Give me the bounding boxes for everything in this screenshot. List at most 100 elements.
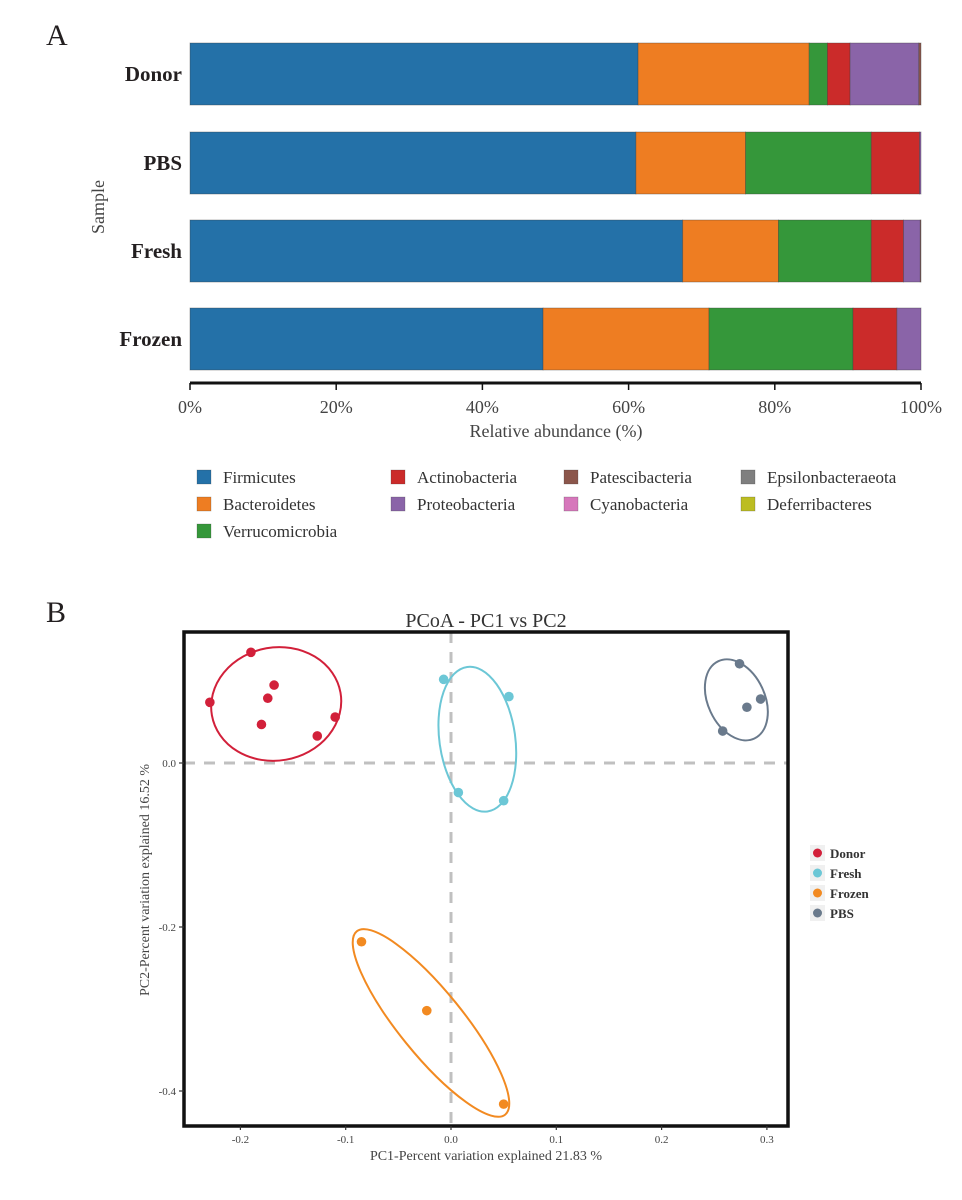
legend-swatch: [390, 469, 406, 485]
bar-segment-donor-patescibacteria: [918, 42, 922, 106]
legend-swatch: [196, 469, 212, 485]
legend-label: Actinobacteria: [417, 468, 518, 487]
legend-label: Patescibacteria: [590, 468, 692, 487]
y-axis-ticks: 0.0 -0.2 -0.4: [159, 758, 184, 1098]
legend-label: Proteobacteria: [417, 495, 516, 514]
x-tick-label: 20%: [320, 397, 353, 417]
point-pbs: [734, 658, 745, 669]
legend-marker: [813, 908, 822, 918]
bar-segment-pbs-firmicutes: [189, 131, 637, 195]
legend-marker: [813, 848, 822, 858]
ellipse-fresh: [437, 665, 518, 813]
bar-segment-pbs-actinobacteria: [870, 131, 920, 195]
bar-segment-fresh-patescibacteria: [919, 219, 922, 283]
bar-segment-fresh-verrucomicrobia: [778, 219, 872, 283]
legend-item-donor: Donor: [810, 845, 866, 861]
bar-segment-frozen-bacteroidetes: [542, 307, 710, 371]
bar-segment-donor-proteobacteria: [849, 42, 920, 106]
x-tick-label: 80%: [758, 397, 791, 417]
x-axis-title: PC1-Percent variation explained 21.83 %: [370, 1149, 602, 1164]
chart-title: PCoA - PC1 vs PC2: [405, 610, 566, 632]
x-tick-label: -0.2: [232, 1134, 249, 1146]
legend-marker: [813, 868, 822, 878]
bar-segment-fresh-proteobacteria: [903, 219, 921, 283]
ellipse-frozen: [351, 928, 511, 1118]
legend-item-pbs: PBS: [810, 905, 854, 921]
ellipse-donor: [210, 646, 343, 762]
bar-segment-pbs-verrucomicrobia: [745, 131, 872, 195]
point-fresh: [453, 787, 464, 798]
bar-segment-pbs-proteobacteria: [919, 131, 922, 195]
category-label-frozen: Frozen: [119, 327, 182, 351]
bar-segment-fresh-firmicutes: [189, 219, 684, 283]
legend-swatch: [563, 469, 579, 485]
x-axis-title: Relative abundance (%): [470, 421, 643, 442]
x-tick-label: -0.1: [337, 1134, 354, 1146]
category-label-donor: Donor: [125, 62, 182, 86]
point-donor: [246, 647, 256, 658]
point-fresh: [498, 795, 509, 806]
point-fresh: [438, 674, 449, 685]
bar-segments: [189, 42, 922, 371]
point-frozen: [498, 1099, 509, 1109]
legend-item-patescibacteria: Patescibacteria: [563, 468, 692, 487]
x-tick-label: 0.0: [444, 1134, 458, 1146]
point-pbs: [755, 694, 766, 704]
y-axis-title: PC2-Percent variation explained 16.52 %: [138, 764, 153, 996]
legend-item-bacteroidetes: Bacteroidetes: [196, 495, 316, 514]
point-pbs: [742, 702, 752, 713]
category-label-pbs: PBS: [143, 151, 182, 175]
legend-swatch: [196, 523, 212, 539]
confidence-ellipses: [210, 646, 769, 1118]
legend-label: Deferribacteres: [767, 495, 872, 514]
legend-label: PBS: [830, 906, 854, 921]
point-donor: [330, 712, 340, 722]
legend-label: Firmicutes: [223, 468, 296, 487]
bar-segment-donor-firmicutes: [189, 42, 639, 106]
reference-lines: [184, 632, 788, 1126]
legend-label: Bacteroidetes: [223, 495, 316, 514]
legend-item-actinobacteria: Actinobacteria: [390, 468, 518, 487]
legend-item-firmicutes: Firmicutes: [196, 468, 296, 487]
point-donor: [256, 719, 267, 730]
legend-item-fresh: Fresh: [810, 865, 862, 881]
legend-item-cyanobacteria: Cyanobacteria: [563, 495, 689, 514]
legend-swatch: [390, 496, 406, 512]
legend-swatch: [740, 496, 756, 512]
data-points: [205, 647, 766, 1109]
x-tick-label: 0.3: [760, 1134, 774, 1146]
y-tick-label: -0.2: [159, 922, 176, 934]
point-frozen: [356, 936, 367, 947]
point-donor: [262, 693, 273, 704]
x-axis-ticks: 0% 20% 40% 60% 80% 100%: [178, 383, 942, 417]
legend: Donor Fresh Frozen PBS: [810, 845, 870, 921]
category-labels: Donor PBS Fresh Frozen: [119, 62, 182, 351]
x-axis-ticks: -0.2 -0.1 0.0 0.1 0.2 0.3: [232, 1126, 774, 1146]
legend-label: Epsilonbacteraeota: [767, 468, 897, 487]
point-donor: [312, 731, 323, 741]
bar-segment-frozen-proteobacteria: [896, 307, 922, 371]
legend-item-proteobacteria: Proteobacteria: [390, 495, 516, 514]
stacked-bar-chart: Donor PBS Fresh Frozen Sample 0% 20% 40% 60% 80…: [88, 42, 942, 541]
x-tick-label: 40%: [466, 397, 499, 417]
bar-segment-fresh-bacteroidetes: [682, 219, 779, 283]
legend-swatch: [196, 496, 212, 512]
category-label-fresh: Fresh: [131, 239, 182, 263]
x-tick-label: 0.1: [549, 1134, 563, 1146]
y-tick-label: -0.4: [159, 1086, 177, 1098]
point-donor: [269, 680, 279, 690]
ellipse-pbs: [703, 658, 769, 742]
point-donor: [205, 697, 215, 708]
y-axis-title: Sample: [88, 180, 108, 234]
legend-label: Cyanobacteria: [590, 495, 689, 514]
point-pbs: [717, 726, 728, 736]
bar-segment-pbs-bacteroidetes: [635, 131, 746, 195]
plot-frame: [182, 630, 790, 1128]
legend-label: Frozen: [830, 886, 870, 901]
legend-swatch: [563, 496, 579, 512]
bar-segment-donor-verrucomicrobia: [808, 42, 828, 106]
legend-item-verrucomicrobia: Verrucomicrobia: [196, 522, 338, 541]
legend-item-epsilonbacteraeota: Epsilonbacteraeota: [740, 468, 897, 487]
bar-segment-fresh-actinobacteria: [870, 219, 904, 283]
